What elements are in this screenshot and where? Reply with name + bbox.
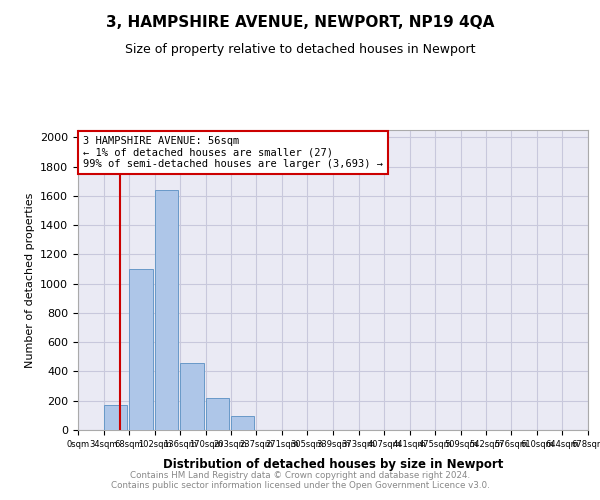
Bar — [129, 269, 152, 430]
Y-axis label: Number of detached properties: Number of detached properties — [25, 192, 35, 368]
Bar — [181, 362, 204, 430]
Bar — [155, 190, 178, 430]
Text: Size of property relative to detached houses in Newport: Size of property relative to detached ho… — [125, 42, 475, 56]
Bar — [104, 405, 127, 430]
Bar — [206, 398, 229, 430]
Text: Contains HM Land Registry data © Crown copyright and database right 2024.
Contai: Contains HM Land Registry data © Crown c… — [110, 470, 490, 490]
Text: 3 HAMPSHIRE AVENUE: 56sqm
← 1% of detached houses are smaller (27)
99% of semi-d: 3 HAMPSHIRE AVENUE: 56sqm ← 1% of detach… — [83, 136, 383, 169]
Text: 3, HAMPSHIRE AVENUE, NEWPORT, NP19 4QA: 3, HAMPSHIRE AVENUE, NEWPORT, NP19 4QA — [106, 15, 494, 30]
Bar — [230, 416, 254, 430]
X-axis label: Distribution of detached houses by size in Newport: Distribution of detached houses by size … — [163, 458, 503, 471]
